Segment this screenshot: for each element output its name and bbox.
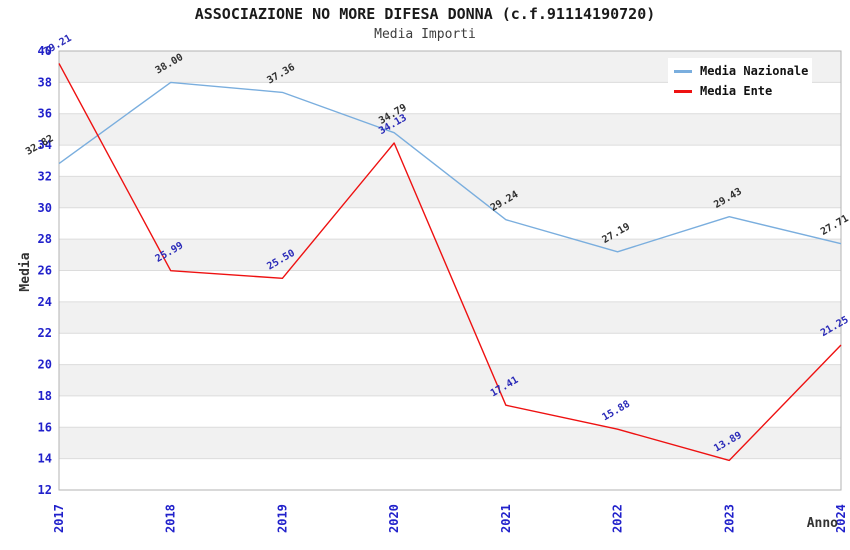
y-tick-label: 22 <box>38 326 52 340</box>
legend-item-media-ente: Media Ente <box>674 81 812 101</box>
x-tick-label: 2020 <box>387 504 401 533</box>
y-tick-label: 14 <box>38 452 52 466</box>
y-tick-label: 16 <box>38 420 52 434</box>
y-tick-label: 26 <box>38 264 52 278</box>
x-tick-label: 2017 <box>52 504 66 533</box>
plot-band <box>59 207 841 240</box>
y-tick-label: 30 <box>38 201 52 215</box>
legend: Media Nazionale Media Ente <box>668 58 812 104</box>
legend-line-swatch-ente-icon <box>674 89 692 93</box>
legend-line-swatch-nazionale-icon <box>674 69 692 73</box>
plot-border <box>58 50 842 491</box>
y-tick-label: 20 <box>38 358 52 372</box>
plot-band <box>59 333 841 365</box>
y-tick-label: 32 <box>38 169 52 183</box>
x-tick-label: 2021 <box>499 504 513 533</box>
y-tick-label: 40 <box>38 44 52 58</box>
plot-band <box>59 364 841 396</box>
legend-item-media-nazionale: Media Nazionale <box>674 61 812 81</box>
y-tick-label: 28 <box>38 232 52 246</box>
plot-band <box>59 145 841 177</box>
x-axis-title: Anno <box>807 516 838 531</box>
y-tick-label: 38 <box>38 75 52 89</box>
chart-subtitle: Media Importi <box>374 27 476 42</box>
x-tick-label: 2019 <box>275 504 289 533</box>
x-tick-label: 2023 <box>722 504 736 533</box>
y-axis-title: Media <box>18 252 33 291</box>
series-line-media-ente <box>58 63 842 462</box>
y-tick-label: 34 <box>38 138 52 152</box>
plot-band <box>59 301 841 334</box>
x-tick-label: 2024 <box>834 504 848 533</box>
plot-band <box>59 176 841 208</box>
y-tick-label: 12 <box>38 483 52 497</box>
x-tick-label: 2022 <box>611 504 625 533</box>
y-tick-label: 18 <box>38 389 52 403</box>
y-tick-label: 24 <box>38 295 52 309</box>
x-tick-label: 2018 <box>164 504 178 533</box>
plot-band <box>59 113 841 146</box>
plot-band <box>59 458 841 490</box>
plot-band <box>59 427 841 459</box>
legend-label-media-nazionale: Media Nazionale <box>700 64 809 78</box>
chart-title: ASSOCIAZIONE NO MORE DIFESA DONNA (c.f.9… <box>194 5 656 23</box>
plot-band <box>59 395 841 428</box>
series-line-media-nazionale <box>58 81 842 253</box>
legend-label-media-ente: Media Ente <box>700 84 773 98</box>
y-tick-label: 36 <box>38 107 52 121</box>
plot-band <box>59 239 841 271</box>
